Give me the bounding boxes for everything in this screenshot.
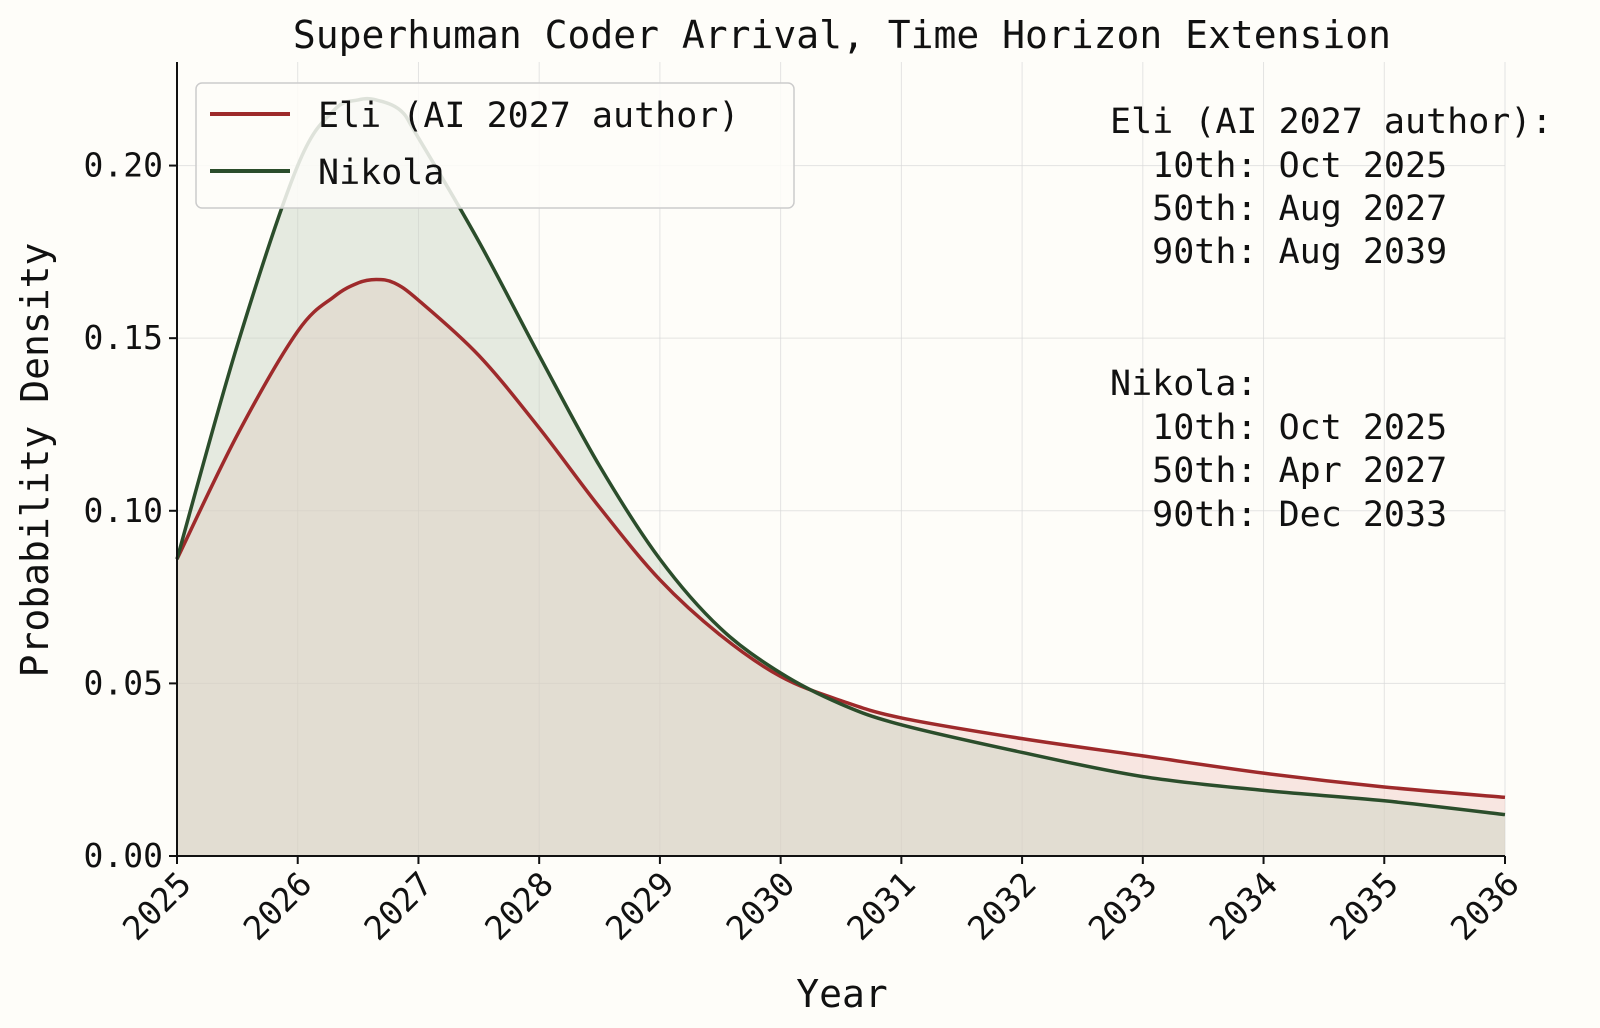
nikola-annotation-p10: 10th: Oct 2025 [1110, 408, 1447, 448]
legend-frame [195, 82, 795, 209]
nikola-annotation-p90: 90th: Dec 2033 [1110, 495, 1447, 535]
nikola-annotation-p50: 50th: Apr 2027 [1110, 451, 1447, 491]
legend: Eli (AI 2027 author) Nikola [195, 82, 795, 209]
chart-title: Superhuman Coder Arrival, Time Horizon E… [293, 13, 1391, 57]
series-line-0 [175, 277, 1506, 800]
y-tick-label: 0.10 [84, 491, 163, 530]
y-tick-label: 0.00 [84, 836, 163, 875]
y-tick-label: 0.20 [84, 146, 163, 185]
y-axis-label: Probability Density [13, 243, 57, 678]
y-ticks: 0.00 0.05 0.10 0.15 0.20 [84, 146, 177, 875]
percentile-annotations: Eli (AI 2027 author): 10th: Oct 2025 50t… [1110, 102, 1553, 535]
eli-annotation-p50: 50th: Aug 2027 [1110, 189, 1447, 229]
series-fills [177, 98, 1505, 857]
series-area-1 [177, 98, 1505, 857]
x-axis-label: Year [796, 972, 888, 1016]
eli-annotation-p10: 10th: Oct 2025 [1110, 146, 1447, 186]
series-area-0 [177, 279, 1505, 856]
legend-label-eli: Eli (AI 2027 author) [318, 96, 739, 136]
y-tick-label: 0.15 [84, 318, 163, 357]
axes [176, 62, 1505, 857]
y-tick-label: 0.05 [84, 663, 163, 702]
nikola-annotation-heading: Nikola: [1110, 364, 1258, 404]
legend-label-nikola: Nikola [318, 153, 444, 193]
eli-annotation-p90: 90th: Aug 2039 [1110, 232, 1447, 272]
eli-annotation-heading: Eli (AI 2027 author): [1110, 102, 1553, 142]
